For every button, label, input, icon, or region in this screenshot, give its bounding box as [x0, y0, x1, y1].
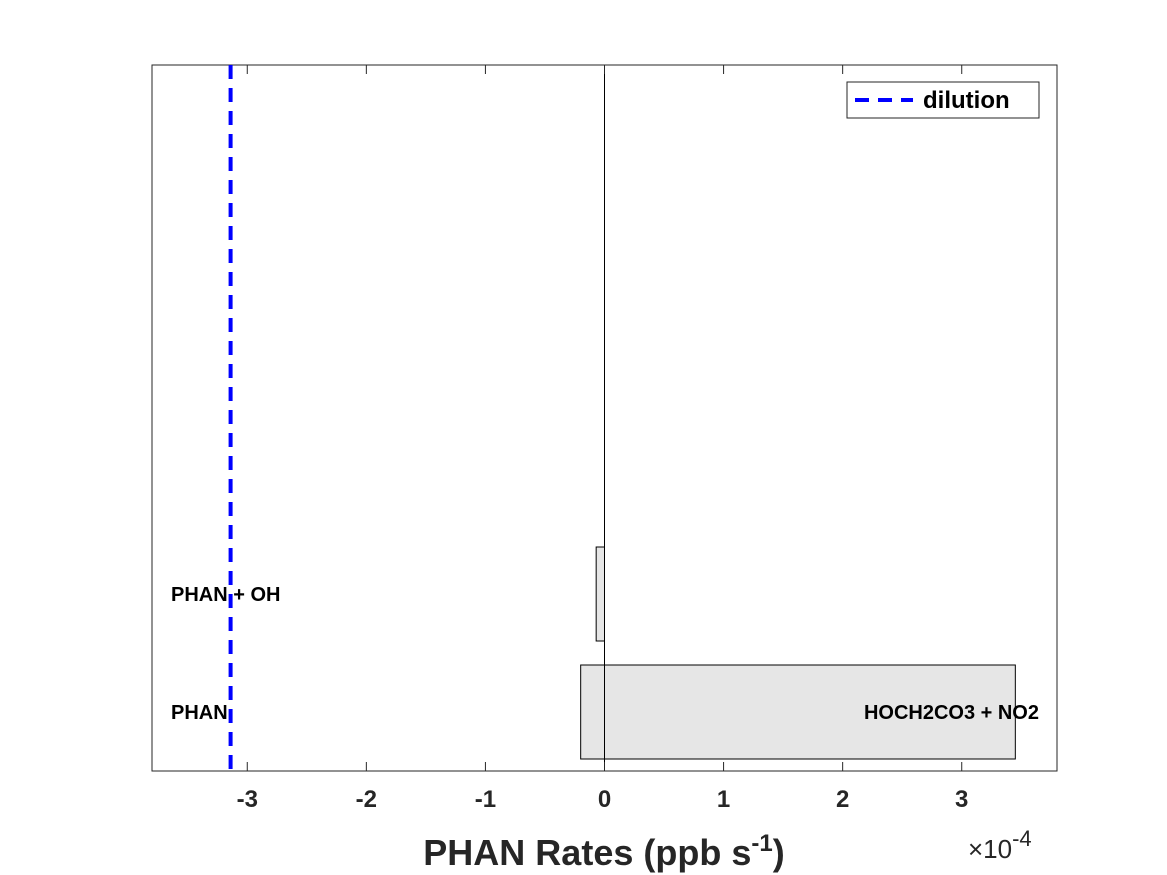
x-tick-label: -2 — [356, 786, 377, 813]
x-tick-label: 2 — [836, 786, 849, 813]
x-axis-label: PHAN Rates (ppb s-1) — [423, 830, 784, 873]
x-tick-label: 0 — [598, 786, 611, 813]
bar-label-left-row-2: PHAN + OH — [171, 584, 280, 606]
bar-row-2-segment-0 — [595, 546, 606, 642]
x-axis-multiplier: ×10-4 — [968, 826, 1032, 864]
x-tick-label: 3 — [955, 786, 968, 813]
x-axis-multiplier-base: ×10 — [968, 834, 1012, 864]
bar-label-left-row-1: PHAN — [171, 702, 228, 724]
legend-entry-dilution: dilution — [923, 87, 1010, 114]
bars-layer: PHAN HOCH2CO3 + NO2 PHAN + OH — [171, 546, 1039, 760]
bar-label-right-row-1: HOCH2CO3 + NO2 — [864, 702, 1039, 724]
x-tick-label: -1 — [475, 786, 496, 813]
x-axis-label-main: PHAN Rates (ppb s — [423, 832, 751, 873]
x-axis-ticks: -3 -2 -1 0 1 2 3 — [237, 65, 968, 813]
x-axis-multiplier-exponent: -4 — [1012, 826, 1032, 851]
legend[interactable]: dilution — [846, 81, 1040, 119]
x-axis-label-close: ) — [773, 832, 785, 873]
x-tick-label: 1 — [717, 786, 730, 813]
x-axis-label-sup: -1 — [751, 830, 772, 857]
x-tick-label: -3 — [237, 786, 258, 813]
bar-row-1-segment-0 — [580, 664, 1016, 760]
